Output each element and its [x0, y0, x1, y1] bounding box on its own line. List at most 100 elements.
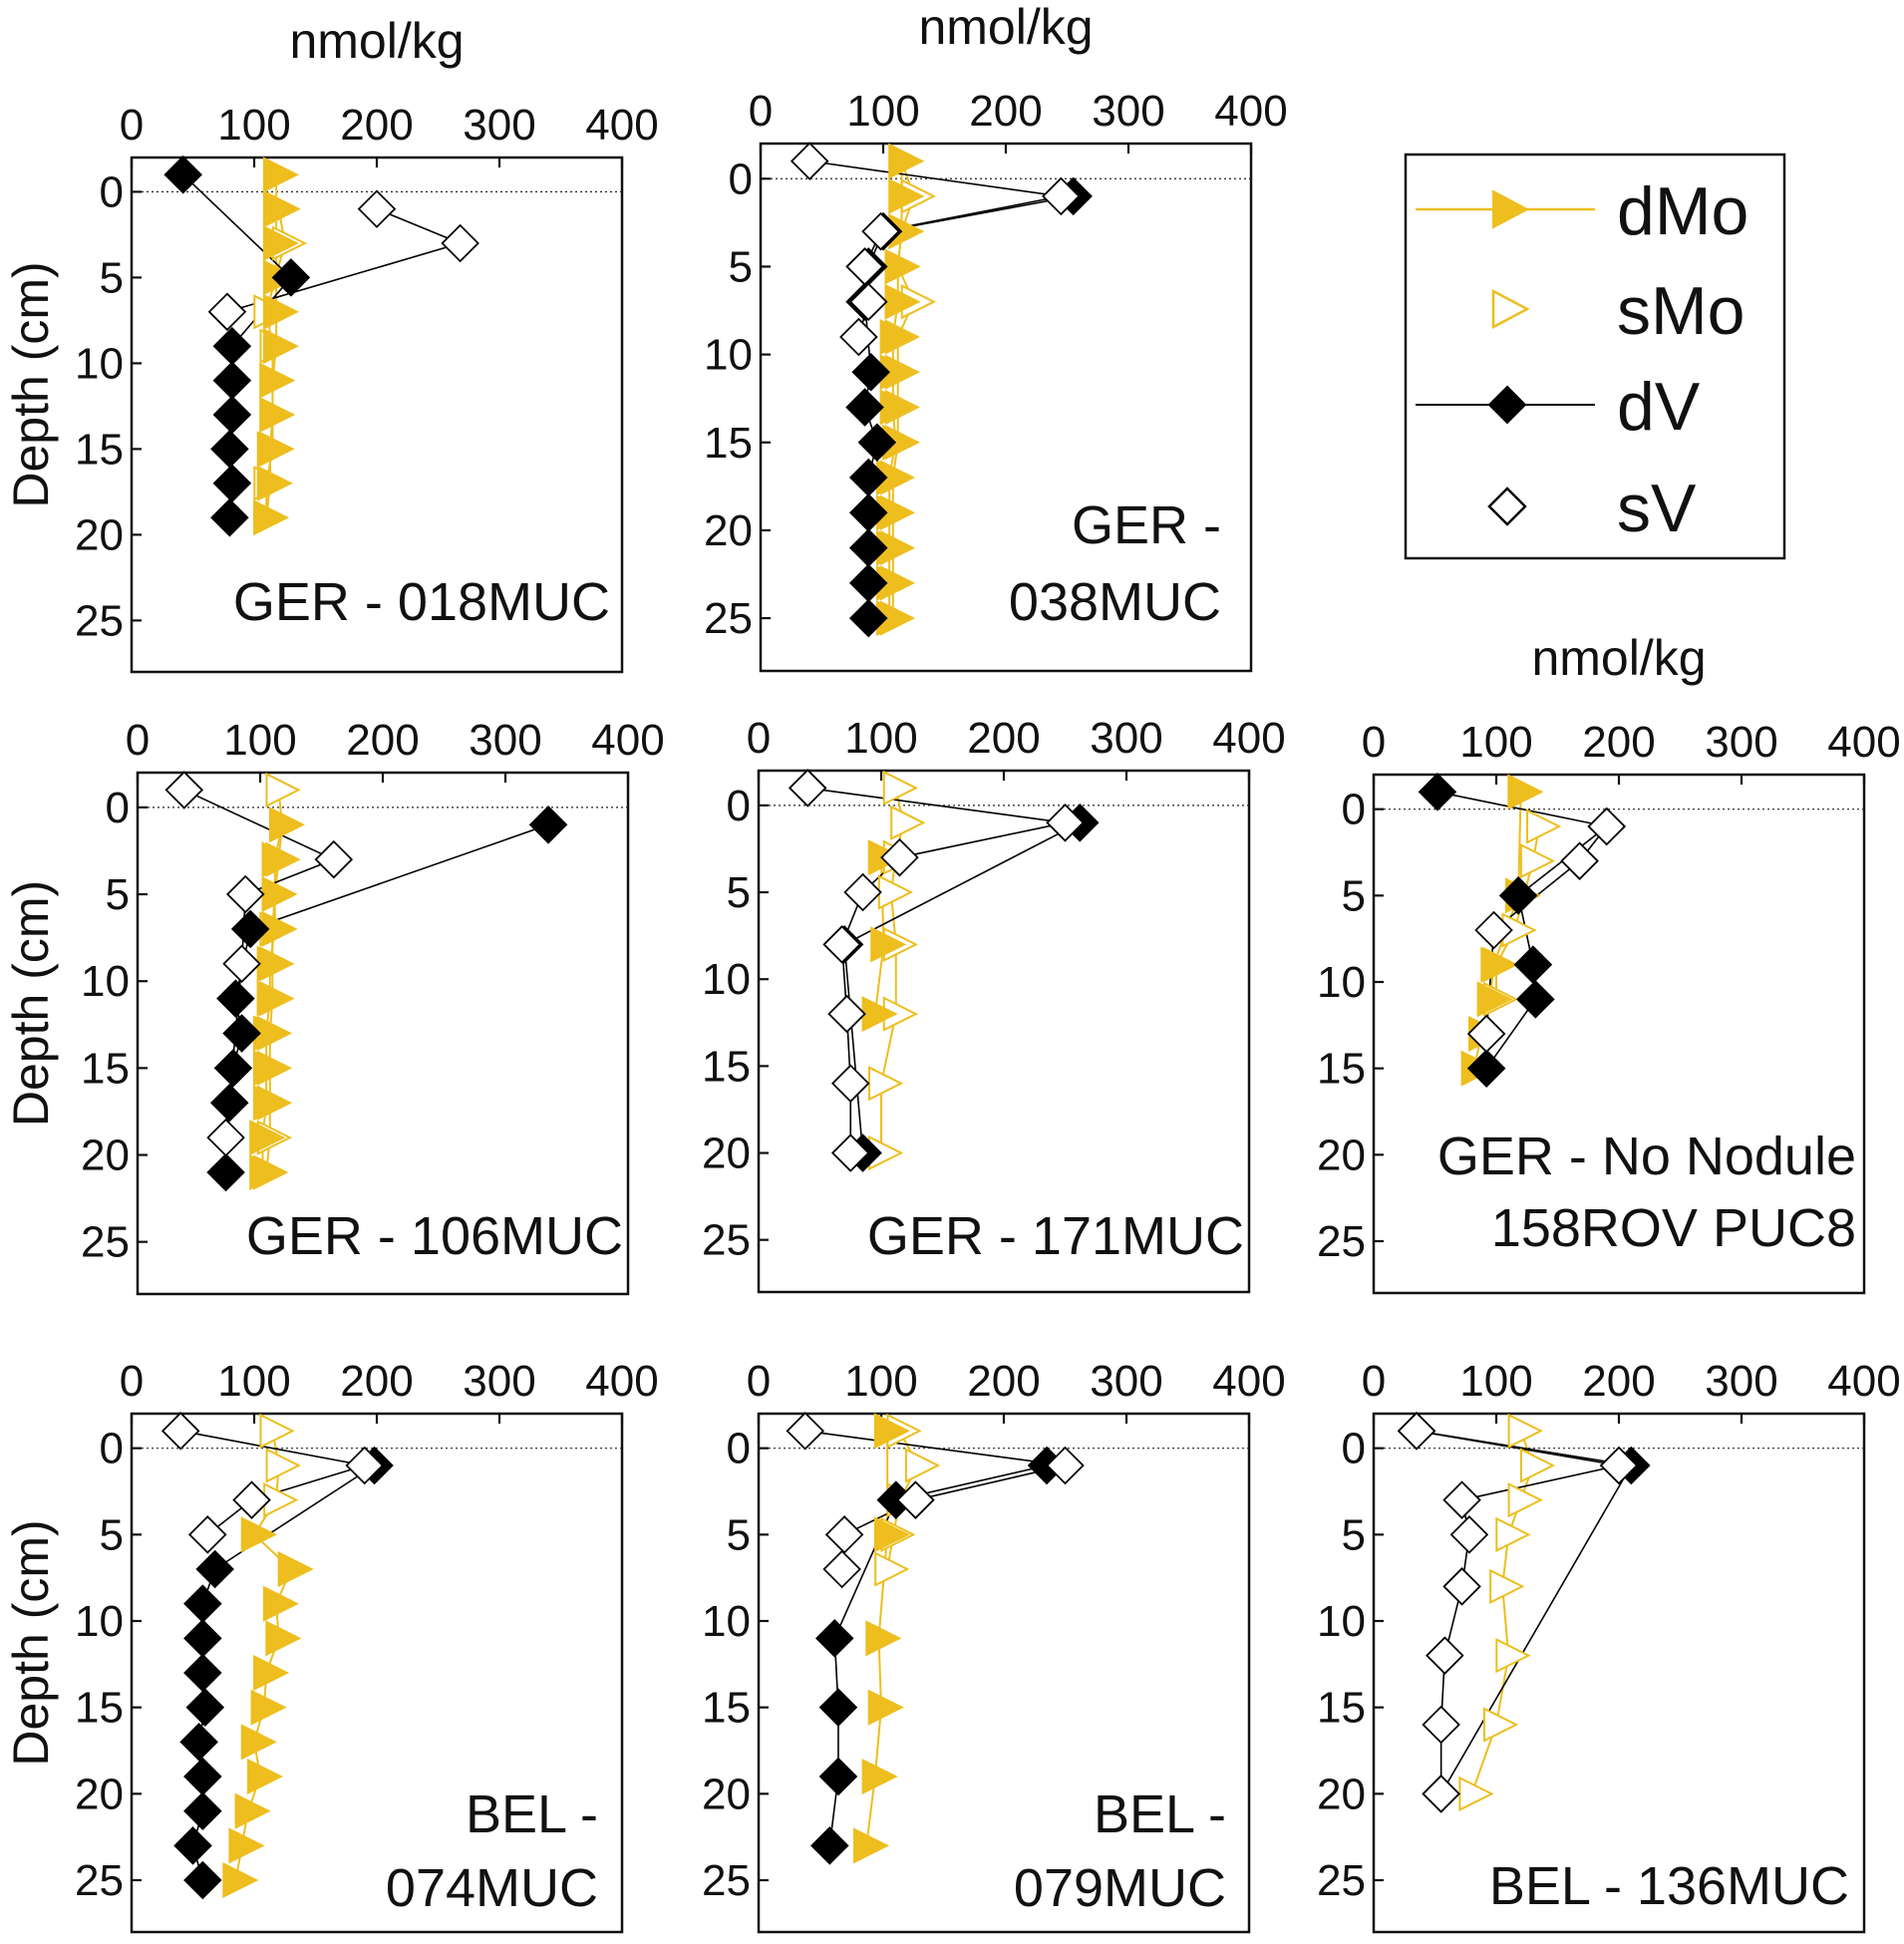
point-dMo: [873, 1516, 910, 1553]
legend-sMo-marker: [1491, 288, 1530, 330]
point-sV: [1474, 910, 1513, 950]
y-tick-label: 20: [702, 1770, 751, 1818]
point-dMo: [861, 1758, 898, 1795]
point-dV: [271, 258, 311, 297]
point-dMo: [256, 980, 293, 1017]
point-sV: [822, 1549, 861, 1589]
y-tick-label: 10: [75, 339, 124, 388]
x-tick-label: 100: [217, 1357, 290, 1406]
y-tick-label: 25: [702, 1216, 751, 1265]
x-tick-label: 0: [749, 87, 773, 136]
legend-dV-marker: [1487, 385, 1527, 425]
point-sV: [1599, 1446, 1639, 1485]
point-sV: [207, 292, 247, 332]
y-tick-label: 15: [75, 1684, 124, 1733]
legend-item-sV: sV: [1487, 471, 1697, 546]
point-dV: [810, 1826, 849, 1865]
y-tick-label: 10: [704, 331, 753, 380]
point-sV: [345, 1446, 384, 1485]
y-tick-label: 25: [1317, 1217, 1366, 1266]
x-tick-label: 200: [340, 101, 413, 150]
x-tick-label: 0: [120, 101, 144, 150]
point-sV: [187, 1515, 227, 1554]
point-dV: [210, 497, 249, 537]
y-tick-label: 25: [75, 596, 124, 645]
x-tick-label: 100: [223, 716, 296, 765]
point-dV: [222, 1014, 261, 1053]
point-sV: [357, 189, 397, 228]
y-tick-label: 15: [1317, 1045, 1366, 1094]
point-dV: [230, 909, 270, 949]
x-tick-label: 400: [1212, 1357, 1285, 1406]
point-dV: [845, 388, 884, 427]
point-dV: [851, 352, 890, 392]
panel-2: 0 100 200 300 400 0 5 10 15 20 25 nmol/kg GER - 038MU…: [704, 0, 1288, 673]
point-sMo: [1519, 1448, 1556, 1483]
x-tick-label: 300: [1090, 1357, 1162, 1406]
y-tick-label: 25: [75, 1856, 124, 1905]
point-sV: [314, 839, 354, 879]
point-dMo: [250, 1689, 287, 1726]
x-tick-label: 200: [969, 87, 1042, 136]
series-line-sV: [180, 1430, 365, 1535]
point-sMo: [1495, 1516, 1531, 1552]
point-sMo: [1495, 1638, 1531, 1674]
x-tick-label: 200: [340, 1357, 413, 1406]
point-dMo: [852, 1827, 890, 1864]
y-tick-label: 25: [1317, 1856, 1366, 1905]
point-dMo: [246, 1758, 283, 1795]
point-dMo: [262, 190, 299, 227]
point-dMo: [228, 1827, 265, 1864]
point-sMo: [874, 1551, 910, 1587]
y-tick-label: 20: [81, 1132, 130, 1180]
y-tick-label: 15: [1317, 1684, 1366, 1733]
point-sV: [222, 944, 261, 984]
point-sMo: [265, 772, 301, 809]
point-sV: [1587, 807, 1626, 846]
point-sV: [790, 142, 829, 180]
y-tick-label: 5: [1342, 1510, 1366, 1559]
y-tick-label: 10: [702, 1597, 751, 1646]
point-dV: [163, 155, 202, 194]
point-sV: [1442, 1480, 1481, 1519]
panel-5: 0 100 200 300 400 0 5 10 15 20 25 nmol/kg GER - No N…: [1317, 630, 1901, 1295]
y-tick-label: 0: [100, 167, 124, 216]
point-sV: [1422, 1775, 1460, 1813]
y-tick-label: 15: [704, 419, 753, 468]
panel-label: GER -: [1072, 495, 1221, 555]
point-sV: [232, 1480, 271, 1519]
point-dMo: [1476, 981, 1513, 1018]
legend-sV-label: sV: [1617, 471, 1697, 546]
panel-label: GER - 018MUC: [233, 572, 610, 632]
x-tick-label: 0: [1362, 1357, 1386, 1406]
point-dMo: [867, 1689, 904, 1726]
legend: dMo sMo dV sV: [1404, 153, 1786, 560]
y-tick-label: 20: [75, 1770, 124, 1818]
y-tick-label: 15: [81, 1044, 130, 1093]
point-dMo: [879, 318, 916, 355]
y-tick-label: 20: [704, 506, 753, 555]
panel-label: 079MUC: [1014, 1858, 1226, 1918]
y-tick-label: 0: [729, 155, 753, 203]
point-sV: [786, 1412, 825, 1451]
point-dV: [183, 1791, 222, 1830]
point-dMo: [262, 1585, 299, 1622]
point-sV: [880, 837, 919, 877]
x-tick-label: 400: [1827, 1357, 1900, 1406]
point-sV: [827, 994, 866, 1034]
x-tick-label: 300: [1705, 718, 1777, 767]
legend-sMo-label: sMo: [1617, 273, 1745, 349]
x-tick-label: 0: [747, 1357, 771, 1406]
point-sV: [1466, 1014, 1506, 1054]
y-tick-label: 0: [727, 782, 751, 830]
point-sV: [788, 769, 827, 808]
x-tick-label: 200: [967, 714, 1040, 763]
x-tick-label: 200: [346, 716, 419, 765]
y-tick-label: 10: [702, 955, 751, 1004]
panel-8: 0 100 200 300 400 0 5 10 15 20 25 BEL - 136MUC: [1317, 1357, 1901, 1934]
point-sV: [225, 874, 265, 914]
x-tick-label: 100: [217, 101, 290, 150]
y-tick-label: 25: [81, 1218, 130, 1267]
